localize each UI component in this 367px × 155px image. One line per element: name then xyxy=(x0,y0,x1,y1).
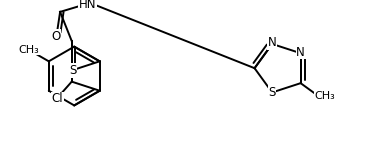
Text: S: S xyxy=(69,64,76,77)
Text: CH₃: CH₃ xyxy=(315,91,335,101)
Text: HN: HN xyxy=(79,0,96,11)
Text: S: S xyxy=(269,86,276,99)
Text: N: N xyxy=(296,46,305,59)
Text: N: N xyxy=(268,36,276,49)
Text: Cl: Cl xyxy=(52,92,63,105)
Text: O: O xyxy=(51,30,61,43)
Text: CH₃: CH₃ xyxy=(19,45,40,55)
